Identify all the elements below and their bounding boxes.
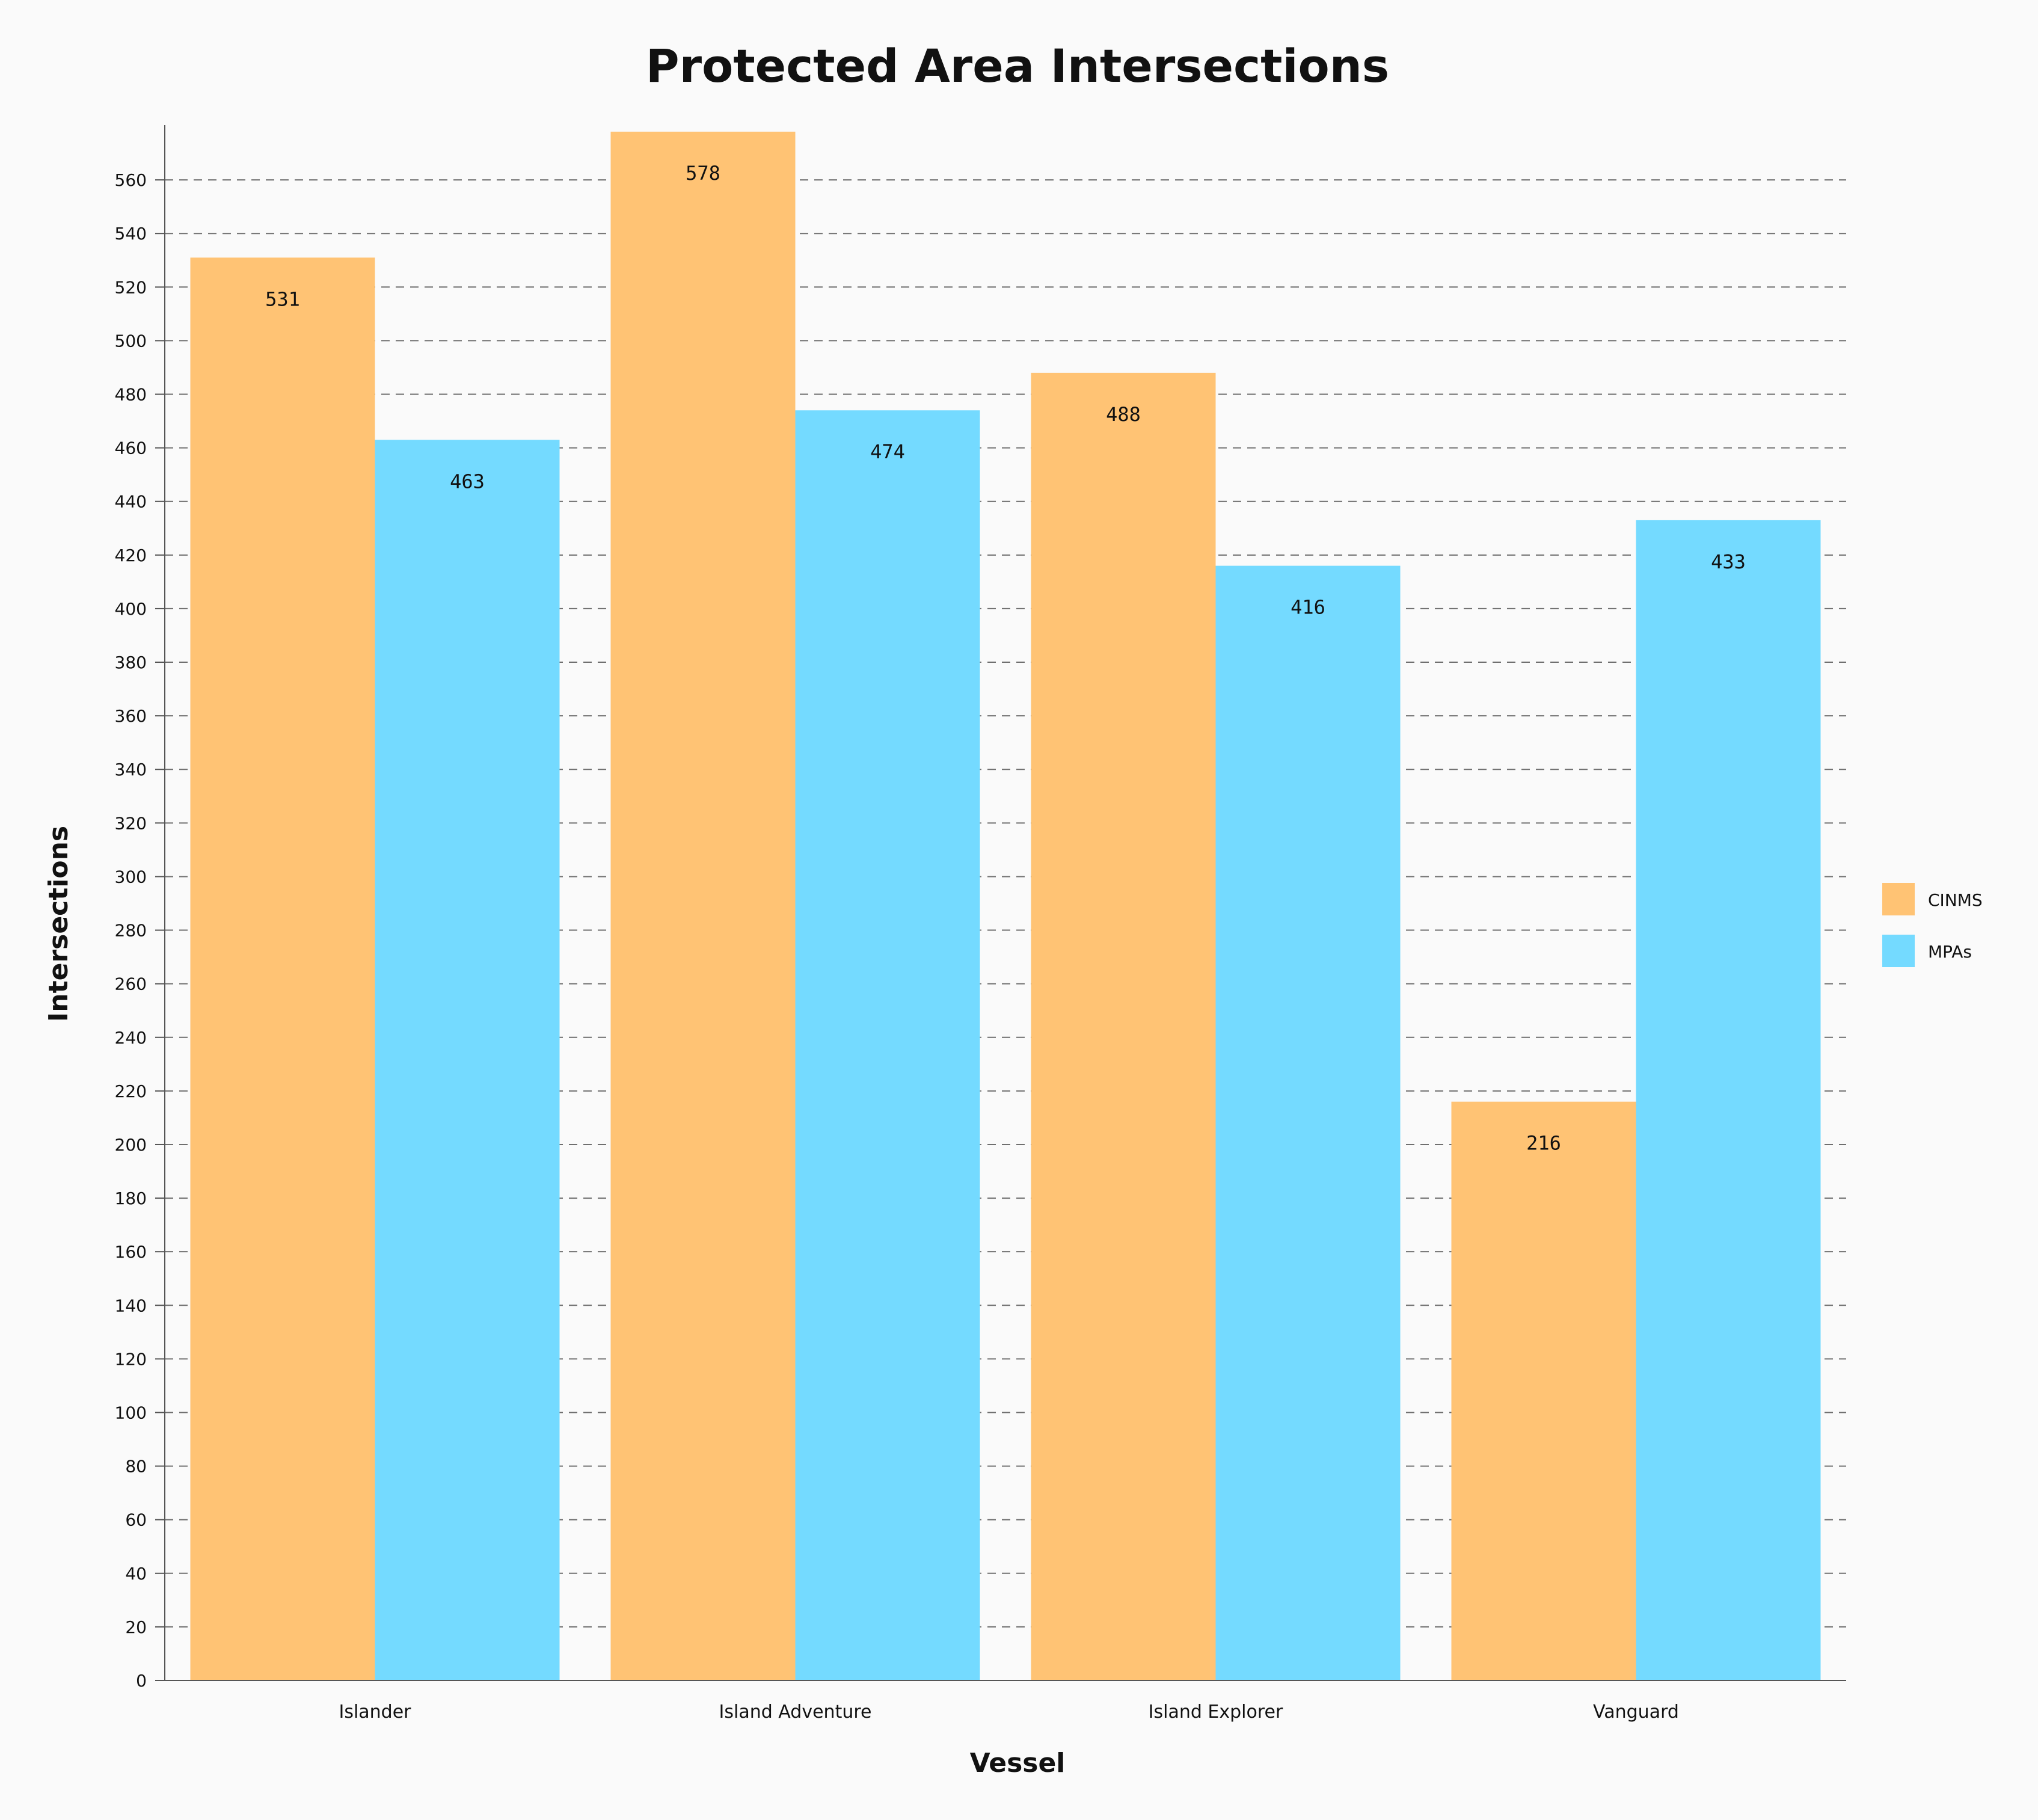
y-tick-label: 360 [115, 706, 147, 726]
data-label: 578 [686, 162, 720, 185]
bar-mpas [1636, 520, 1821, 1680]
y-tick-label: 260 [115, 974, 147, 994]
y-tick-label: 300 [115, 867, 147, 887]
bar-mpas [1215, 565, 1401, 1681]
y-tick-label: 120 [115, 1349, 147, 1369]
legend-swatch-mpas [1882, 935, 1915, 967]
bars [190, 131, 1821, 1681]
data-label: 474 [870, 440, 905, 463]
data-label: 216 [1526, 1132, 1561, 1155]
bar-mpas [375, 440, 560, 1681]
y-tick-label: 400 [115, 599, 147, 619]
y-tick-label: 180 [115, 1188, 147, 1208]
data-label: 416 [1291, 596, 1325, 619]
data-labels: 531 463 578 474 488 416 216 433 [265, 162, 1746, 1155]
data-label: 433 [1711, 550, 1746, 573]
x-tick-label: Island Adventure [719, 1702, 872, 1723]
y-tick-label: 140 [115, 1296, 147, 1315]
x-axis-title: Vessel [970, 1748, 1066, 1778]
data-label: 488 [1106, 403, 1141, 426]
y-tick-label: 280 [115, 921, 147, 941]
y-tick-label: 240 [115, 1028, 147, 1048]
y-tick-label: 440 [115, 492, 147, 512]
y-tick-label: 560 [115, 170, 147, 190]
x-tick-label: Islander [339, 1702, 411, 1723]
y-tick-label: 380 [115, 653, 147, 672]
x-tick-label: Island Explorer [1149, 1702, 1283, 1723]
y-tick-label: 460 [115, 438, 147, 458]
legend: CINMS MPAs [1882, 883, 1983, 967]
y-tick-label: 500 [115, 331, 147, 351]
bar-cinms [610, 131, 796, 1680]
y-tick-label: 0 [136, 1671, 147, 1691]
legend-swatch-cinms [1882, 883, 1915, 915]
y-tick-label: 480 [115, 385, 147, 405]
y-axis-title: Intersections [43, 826, 74, 1022]
bar-cinms [1031, 372, 1216, 1680]
bar-cinms [1451, 1101, 1636, 1680]
y-tick-label: 220 [115, 1081, 147, 1101]
x-tick-label: Vanguard [1593, 1702, 1679, 1723]
bar-cinms [190, 257, 375, 1680]
y-tick-label: 160 [115, 1242, 147, 1262]
y-tick-label: 320 [115, 813, 147, 833]
legend-label: CINMS [1928, 890, 1983, 910]
y-tick-label: 520 [115, 277, 147, 297]
y-tick-label: 200 [115, 1135, 147, 1155]
y-tick-label: 80 [125, 1457, 147, 1477]
y-tick-label: 540 [115, 224, 147, 244]
y-tick-label: 40 [125, 1564, 147, 1584]
y-tick-label: 60 [125, 1510, 147, 1530]
bar-mpas [795, 410, 980, 1680]
legend-label: MPAs [1928, 942, 1972, 962]
y-tick-label: 340 [115, 760, 147, 779]
y-tick-label: 100 [115, 1403, 147, 1422]
y-tick-label: 20 [125, 1617, 147, 1637]
axes: 0 20 40 60 80 100 120 140 160 180 200 220 240 260 280 3… [115, 125, 1846, 1723]
data-label: 531 [265, 287, 300, 310]
data-label: 463 [450, 470, 485, 493]
chart-title: Protected Area Intersections [646, 39, 1389, 93]
y-tick-label: 420 [115, 546, 147, 565]
